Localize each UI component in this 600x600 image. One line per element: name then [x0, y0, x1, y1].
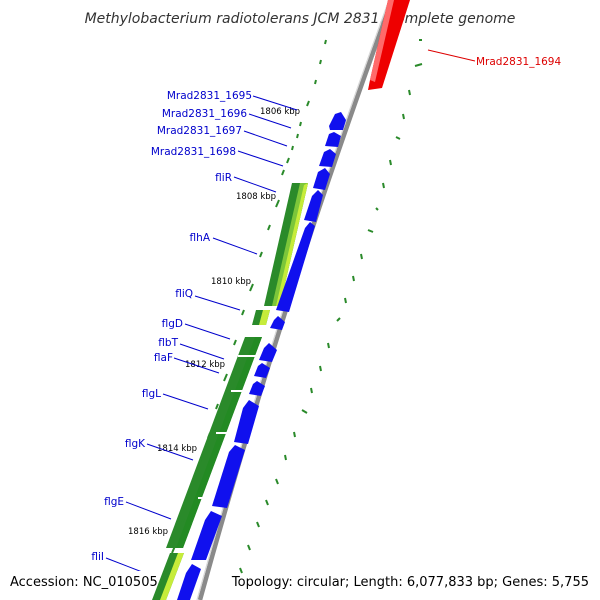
- topology-text: Topology: circular; Length: 6,077,833 bp…: [231, 575, 589, 590]
- label-flgk[interactable]: flgK: [125, 438, 146, 450]
- map-title: Methylobacterium radiotolerans JCM 2831,…: [85, 11, 516, 27]
- label-mrad2831-1696[interactable]: Mrad2831_1696: [162, 108, 247, 120]
- scale-label-1810: 1810 kbp: [211, 277, 251, 287]
- label-fliq[interactable]: fliQ: [175, 288, 193, 300]
- label-flge[interactable]: flgE: [104, 496, 124, 508]
- footer-bg-left: [4, 571, 154, 591]
- gene-flbt[interactable]: [254, 363, 270, 378]
- gene-fliq[interactable]: [270, 316, 285, 330]
- gene-flha[interactable]: [276, 222, 315, 312]
- gene-flii[interactable]: [177, 564, 201, 600]
- gene-flir[interactable]: [304, 190, 323, 222]
- label-mrad2831-1695[interactable]: Mrad2831_1695: [167, 90, 252, 102]
- label-flgl[interactable]: flgL: [142, 388, 161, 400]
- label-mrad2831-1694[interactable]: Mrad2831_1694: [476, 56, 561, 68]
- label-flir[interactable]: fliR: [215, 172, 232, 184]
- accession-text: Accession: NC_010505: [10, 575, 158, 590]
- gene-mrad2831-1694-shade: [370, 0, 394, 82]
- gene-mrad2831-1696[interactable]: [325, 132, 341, 147]
- inner-ticks: [164, 39, 327, 581]
- label-mrad2831-1697[interactable]: Mrad2831_1697: [157, 125, 242, 137]
- shaded-region-upper-highlight: [276, 183, 308, 306]
- gene-mrad2831-1697[interactable]: [319, 149, 336, 167]
- label-flbt[interactable]: flbT: [158, 337, 178, 349]
- outer-ticks: [239, 39, 423, 574]
- scale-label-1808: 1808 kbp: [236, 192, 276, 202]
- gene-flge[interactable]: [191, 511, 222, 560]
- gene-flgk[interactable]: [212, 445, 245, 508]
- footer-bg-right: [256, 571, 596, 591]
- gene-mrad2831-1695[interactable]: [329, 112, 346, 130]
- gene-mrad2831-1694[interactable]: [368, 0, 410, 90]
- label-flii[interactable]: fliI: [91, 551, 104, 563]
- scale-label-1816: 1816 kbp: [128, 527, 168, 537]
- gene-flgd[interactable]: [259, 343, 277, 362]
- label-flha[interactable]: flhA: [190, 232, 211, 244]
- gene-flaf[interactable]: [249, 381, 265, 396]
- scale-labels: 1806 kbp 1808 kbp 1810 kbp 1812 kbp 1814…: [128, 107, 300, 537]
- leader-lines: [105, 49, 476, 576]
- label-flgd[interactable]: flgD: [162, 318, 183, 330]
- forward-genes: [177, 112, 346, 600]
- gene-mrad2831-1698[interactable]: [313, 168, 330, 190]
- scale-label-1806: 1806 kbp: [260, 107, 300, 117]
- label-flaf[interactable]: flaF: [154, 352, 173, 364]
- reverse-genes: [368, 0, 410, 90]
- gene-flgl[interactable]: [234, 400, 259, 444]
- shaded-region-fliq-light: [259, 310, 270, 325]
- shaded-region-lower-light: [176, 337, 262, 548]
- label-mrad2831-1698[interactable]: Mrad2831_1698: [151, 146, 236, 158]
- gene-labels: Mrad2831_1695 Mrad2831_1696 Mrad2831_169…: [91, 56, 561, 563]
- shaded-regions: [152, 183, 308, 600]
- scale-label-1814: 1814 kbp: [157, 444, 197, 454]
- shaded-region-bottom-light: [160, 553, 184, 600]
- scale-label-1812: 1812 kbp: [185, 360, 225, 370]
